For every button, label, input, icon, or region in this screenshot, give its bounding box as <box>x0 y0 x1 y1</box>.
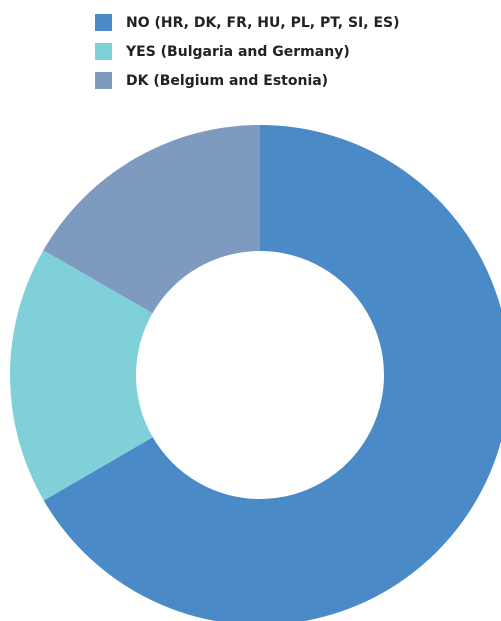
legend-label: NO (HR, DK, FR, HU, PL, PT, SI, ES) <box>126 15 400 31</box>
legend-label: DK (Belgium and Estonia) <box>126 73 328 89</box>
donut-slice <box>43 125 260 314</box>
legend-label: YES (Bulgaria and Germany) <box>125 44 350 60</box>
donut-slice <box>43 125 501 621</box>
legend-swatch <box>95 72 112 89</box>
legend-swatch <box>95 14 112 31</box>
donut-slice <box>9 250 153 501</box>
legend-swatch <box>95 43 112 60</box>
